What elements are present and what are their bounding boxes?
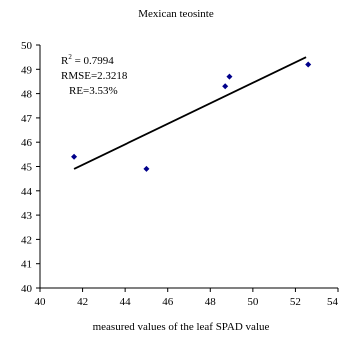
y-tick-label: 46	[21, 137, 33, 149]
data-point	[143, 165, 150, 172]
r-squared-value: = 0.7994	[72, 55, 114, 67]
y-tick-label: 43	[21, 210, 33, 222]
x-tick-label: 44	[120, 296, 132, 308]
y-tick-label: 40	[21, 283, 33, 295]
y-axis-ticks: 40 41 42 43 44 45 46 47 48 49 50	[21, 40, 40, 295]
y-tick-label: 48	[21, 89, 33, 101]
r-squared-superscript: 2	[68, 53, 72, 61]
y-tick-label: 47	[21, 113, 33, 125]
data-point	[71, 153, 78, 160]
y-tick-label: 42	[21, 234, 32, 246]
chart-title: Mexican teosinte	[138, 8, 214, 20]
trendline	[73, 56, 307, 170]
x-axis-title: measured values of the leaf SPAD value	[93, 321, 270, 333]
r-squared-annotation: R2 = 0.7994	[61, 53, 114, 67]
x-axis-ticks: 40 42 44 46 48 50 52 54	[35, 288, 339, 308]
x-tick-label: 40	[35, 296, 47, 308]
data-point	[226, 73, 233, 80]
y-tick-label: 44	[21, 186, 33, 198]
y-tick-label: 49	[21, 64, 33, 76]
x-tick-label: 46	[162, 296, 174, 308]
r-squared-prefix: R	[61, 55, 69, 67]
x-tick-label: 50	[247, 296, 259, 308]
data-point	[305, 61, 312, 68]
x-tick-label: 48	[205, 296, 217, 308]
y-tick-label: 41	[21, 259, 32, 271]
y-tick-label: 50	[21, 40, 33, 52]
y-tick-label: 45	[21, 162, 33, 174]
data-point	[222, 83, 229, 90]
rmse-annotation: RMSE=2.3218	[61, 70, 128, 82]
x-tick-label: 52	[290, 296, 301, 308]
x-tick-label: 54	[327, 296, 339, 308]
data-points	[71, 61, 312, 172]
x-tick-label: 42	[77, 296, 88, 308]
re-annotation: RE=3.53%	[69, 85, 118, 97]
